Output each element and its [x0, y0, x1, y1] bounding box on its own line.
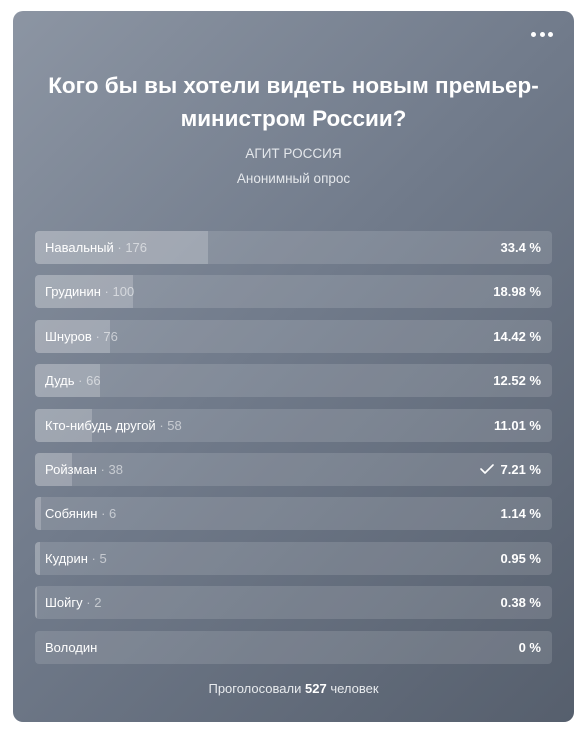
- option-vote-count: 100: [112, 284, 135, 300]
- option-label: Володин: [45, 639, 98, 655]
- result-bar-fill: [35, 586, 37, 620]
- check-icon: [479, 464, 494, 475]
- poll-option[interactable]: Кто-нибудь другой · 58 11.01 %: [35, 408, 552, 442]
- poll-option[interactable]: Шойгу · 2 0.38 %: [35, 586, 552, 620]
- poll-option[interactable]: Володин · 0 %: [35, 630, 552, 664]
- option-vote-count: 176: [125, 240, 148, 255]
- option-label: Собянин: [45, 506, 98, 522]
- count-separator: ·: [82, 595, 95, 611]
- result-bar-fill: [35, 408, 92, 442]
- footer-suffix: человек: [330, 681, 379, 696]
- poll-option-voted[interactable]: Ройзман · 38 7.21 %: [35, 452, 552, 486]
- option-label: Шойгу: [45, 595, 83, 611]
- option-percent: 33.4 %: [500, 240, 541, 255]
- poll-option[interactable]: Навальный · 176 33.4 %: [35, 231, 552, 264]
- option-vote-count: 38: [108, 461, 123, 477]
- option-percent: 11.01 %: [494, 417, 541, 433]
- option-vote-count: 5: [99, 550, 107, 566]
- count-separator: ·: [97, 506, 110, 522]
- count-separator: ·: [91, 328, 104, 344]
- option-vote-count: 76: [103, 328, 118, 344]
- option-percent: 7.21 %: [500, 461, 541, 477]
- poll-option[interactable]: Собянин · 6 1.14 %: [35, 497, 552, 531]
- option-vote-count: 66: [86, 373, 101, 389]
- option-label: Навальный: [45, 240, 114, 255]
- poll-card: Кого бы вы хотели видеть новым премьер-м…: [13, 11, 574, 722]
- count-separator: ·: [113, 240, 126, 255]
- count-separator: ·: [74, 373, 87, 389]
- option-label: Шнуров: [45, 328, 92, 344]
- count-separator: ·: [100, 284, 113, 300]
- poll-option[interactable]: Дудь · 66 12.52 %: [35, 364, 552, 398]
- option-vote-count: 2: [94, 595, 102, 611]
- count-separator: ·: [87, 550, 100, 566]
- menu-dot: [531, 31, 536, 37]
- poll-option[interactable]: Шнуров · 76 14.42 %: [35, 319, 552, 353]
- menu-dot: [548, 31, 553, 37]
- result-bar-fill: [35, 275, 134, 309]
- result-bar-fill: [35, 231, 208, 264]
- result-bar-fill: [35, 497, 41, 531]
- option-percent: 1.14 %: [500, 506, 541, 522]
- option-vote-count: 58: [167, 417, 182, 433]
- footer-prefix: Проголосовали: [208, 681, 302, 696]
- result-bar-fill: [35, 364, 100, 398]
- option-percent: 0.95 %: [500, 550, 541, 566]
- count-separator: ·: [96, 461, 109, 477]
- result-bar-fill: [35, 319, 110, 353]
- result-bar-fill: [35, 452, 73, 486]
- count-separator: ·: [155, 417, 168, 433]
- poll-type: Анонимный опрос: [236, 171, 351, 186]
- poll-options: Навальный · 176 33.4 % Грудинин · 100 18…: [35, 231, 552, 675]
- poll-footer: Проголосовали 527 человек: [13, 681, 574, 696]
- total-votes: 527: [304, 681, 327, 696]
- poll-question: Кого бы вы хотели видеть новым премьер-м…: [48, 73, 539, 131]
- option-percent: 12.52 %: [493, 373, 541, 389]
- option-percent: 14.42 %: [493, 328, 541, 344]
- poll-owner[interactable]: АГИТ РОССИЯ: [245, 146, 342, 161]
- option-percent: 0.38 %: [500, 595, 541, 611]
- option-percent: 0 %: [518, 639, 541, 655]
- poll-option[interactable]: Кудрин · 5 0.95 %: [35, 541, 552, 575]
- option-vote-count: 6: [109, 506, 117, 522]
- more-options-icon[interactable]: [531, 29, 553, 39]
- menu-dot: [539, 31, 545, 37]
- option-label: Дудь: [45, 373, 75, 389]
- option-label: Кудрин: [45, 550, 88, 566]
- result-bar-fill: [35, 541, 40, 575]
- option-label: Ройзман: [45, 461, 97, 477]
- poll-option[interactable]: Грудинин · 100 18.98 %: [35, 275, 552, 309]
- option-label: Кто-нибудь другой: [45, 417, 156, 433]
- option-percent: 18.98 %: [493, 284, 541, 300]
- option-label: Грудинин: [45, 284, 101, 300]
